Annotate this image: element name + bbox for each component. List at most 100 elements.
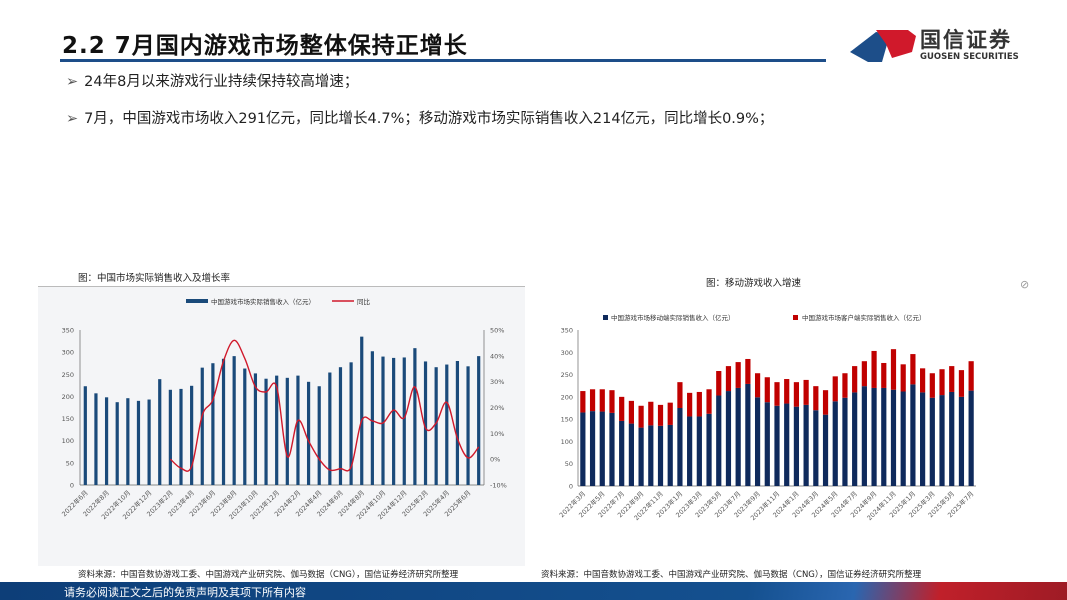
bar-mobile xyxy=(958,396,965,486)
page-title: 2.2 7月国内游戏市场整体保持正增长 xyxy=(62,33,468,59)
link-icon[interactable]: ⊘ xyxy=(1020,278,1030,291)
bar xyxy=(211,363,215,485)
logo-text-cn: 国信证券 xyxy=(920,28,1012,52)
bar-mobile xyxy=(832,401,838,486)
bar-client xyxy=(949,366,955,392)
y2-tick-label: 20% xyxy=(490,404,504,412)
bar xyxy=(253,373,258,485)
bar-client xyxy=(687,392,693,417)
y2-tick-label: 0% xyxy=(490,456,500,464)
bar-mobile xyxy=(784,403,790,486)
y-tick-label: 150 xyxy=(62,415,74,423)
bar xyxy=(370,351,374,485)
y-tick-label: 250 xyxy=(561,371,573,379)
bar-client xyxy=(890,349,897,390)
bar xyxy=(477,356,481,485)
bar xyxy=(349,362,353,485)
bar-client xyxy=(667,402,673,425)
bar xyxy=(83,386,87,485)
legend-label: 同比 xyxy=(357,297,371,306)
y-tick-label: 350 xyxy=(62,327,74,335)
bar xyxy=(434,367,438,485)
bar-mobile xyxy=(638,427,644,486)
bar-mobile xyxy=(677,408,683,486)
bar-client xyxy=(628,400,634,424)
bar xyxy=(455,361,460,485)
bar-client xyxy=(968,361,974,391)
bar xyxy=(423,361,428,485)
bar-mobile xyxy=(920,392,926,486)
bullet-text: 7月，中国游戏市场收入291亿元，同比增长4.7%；移动游戏市场实际销售收入21… xyxy=(84,111,774,127)
y2-tick-label: 10% xyxy=(490,430,504,438)
bar-mobile xyxy=(929,397,935,486)
left-chart-source: 资料来源：中国音数协游戏工委、中国游戏产业研究院、伽马数据（CNG），国信证券经… xyxy=(78,570,459,580)
bar xyxy=(285,377,289,485)
bar-mobile xyxy=(822,414,829,486)
legend-label: 中国游戏市场实际销售收入（亿元） xyxy=(211,297,315,306)
bar xyxy=(264,378,268,485)
bar-mobile xyxy=(628,423,634,486)
bar-mobile xyxy=(939,395,945,486)
bar xyxy=(115,402,119,485)
bar-mobile xyxy=(609,412,615,486)
bar xyxy=(360,336,364,485)
bar-client xyxy=(609,390,615,413)
bar xyxy=(381,356,385,485)
right-chart-source: 资料来源：中国音数协游戏工委、中国游戏产业研究院、伽马数据（CNG），国信证券经… xyxy=(541,570,922,580)
y-tick-label: 0 xyxy=(569,483,573,491)
guosen-logo-icon xyxy=(850,30,916,62)
bar-client xyxy=(929,373,935,398)
bar-client xyxy=(648,401,654,426)
y-tick-label: 0 xyxy=(70,482,74,490)
bar-mobile xyxy=(861,386,867,486)
bar-client xyxy=(774,382,780,406)
bar-mobile xyxy=(890,389,897,486)
bar-mobile xyxy=(949,391,955,486)
y-tick-label: 250 xyxy=(62,371,74,379)
bar-client xyxy=(793,382,800,407)
bar xyxy=(328,372,332,485)
bar-client xyxy=(638,405,644,428)
y2-tick-label: -10% xyxy=(490,482,507,490)
bar-mobile xyxy=(842,397,848,486)
y-tick-label: 200 xyxy=(561,393,573,401)
bar-client xyxy=(589,389,596,412)
bar xyxy=(317,386,321,485)
bar-client xyxy=(852,366,858,393)
bar-client xyxy=(657,404,664,426)
bar-mobile xyxy=(900,391,906,486)
bar-mobile xyxy=(687,416,693,486)
bar-mobile xyxy=(774,405,780,486)
bar-client xyxy=(813,386,819,411)
bar-client xyxy=(764,377,770,403)
bar-mobile xyxy=(813,410,819,486)
bar-client xyxy=(803,379,809,405)
bar-client xyxy=(619,396,625,421)
bar xyxy=(338,367,343,485)
bar-client xyxy=(958,370,965,397)
bar-client xyxy=(842,373,848,398)
bar xyxy=(190,385,194,485)
y-tick-label: 150 xyxy=(561,416,573,424)
bar-mobile xyxy=(599,411,605,486)
bar xyxy=(306,381,311,485)
bar-mobile xyxy=(910,384,916,486)
right-chart: 0501001502002503003502022年3月2022年5月2022年… xyxy=(557,313,976,522)
bar xyxy=(126,398,130,485)
bar-client xyxy=(822,390,829,415)
left-chart-title: 图：中国市场实际销售收入及增长率 xyxy=(78,273,231,284)
legend-swatch xyxy=(603,315,608,320)
bar xyxy=(221,358,226,485)
bar-mobile xyxy=(589,411,596,486)
bar-mobile xyxy=(764,402,770,486)
divider xyxy=(38,286,525,287)
bar-mobile xyxy=(881,387,887,486)
bar xyxy=(392,357,396,485)
bar xyxy=(243,368,247,485)
bar-client xyxy=(716,371,722,396)
bar xyxy=(232,356,236,485)
left-chart: 0 50 100 150 200 250 300 350 -10% 0% 10% 20% 30% 40% 5… xyxy=(60,297,507,521)
bar-mobile xyxy=(803,404,809,486)
bar-mobile xyxy=(667,424,673,486)
bar-client xyxy=(939,369,945,396)
